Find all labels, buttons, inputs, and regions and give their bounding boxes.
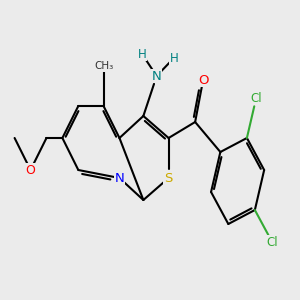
Text: S: S xyxy=(164,172,173,184)
Text: CH₃: CH₃ xyxy=(94,61,113,71)
Text: Cl: Cl xyxy=(250,92,262,104)
Text: H: H xyxy=(138,47,146,61)
Text: O: O xyxy=(198,74,208,86)
Text: O: O xyxy=(26,164,35,176)
Text: Cl: Cl xyxy=(266,236,278,248)
Text: N: N xyxy=(152,70,161,83)
Text: N: N xyxy=(115,172,124,184)
Text: H: H xyxy=(169,52,178,64)
